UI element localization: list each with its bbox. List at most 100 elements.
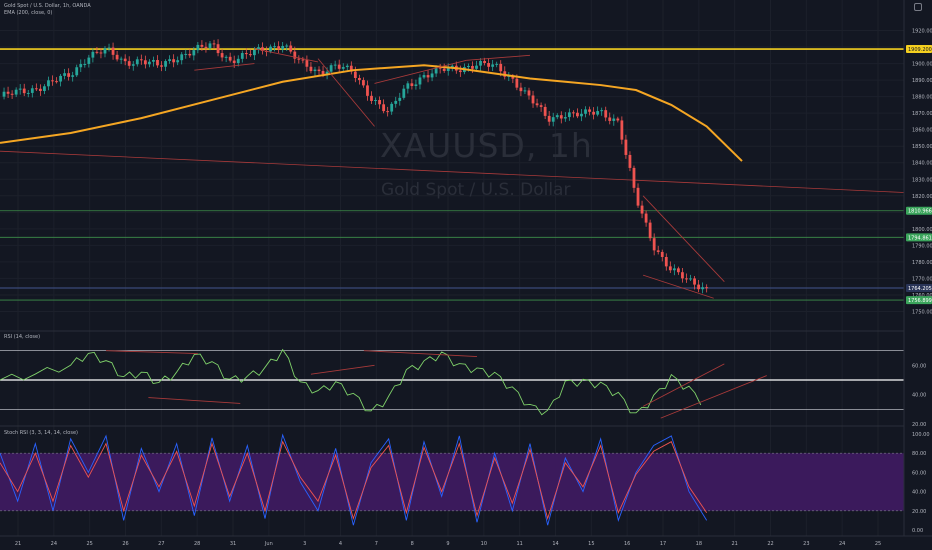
candle-body: [63, 73, 67, 76]
rsi-trendline: [148, 397, 241, 404]
stoch-rsi-pane: [0, 433, 904, 526]
candle-body: [305, 60, 309, 67]
candle-body: [333, 64, 337, 66]
candle-body: [563, 117, 567, 119]
candle-body: [636, 187, 640, 206]
channel-lower: [642, 274, 714, 299]
candle-body: [600, 110, 604, 112]
rsi-tick-label: 60.00: [912, 363, 926, 369]
candle-body: [471, 65, 474, 69]
candle-body: [604, 110, 608, 118]
time-tick-label: 23: [803, 541, 809, 547]
candle-body: [309, 66, 313, 72]
candle-body: [374, 99, 377, 101]
price-tag: [906, 206, 932, 215]
candle-body: [188, 53, 192, 56]
candle-body: [22, 88, 26, 94]
candle-body: [612, 118, 616, 121]
candle-body: [467, 65, 470, 68]
time-tick-label: Jun: [264, 541, 273, 547]
candle-body: [527, 90, 531, 96]
candle-body: [644, 213, 648, 223]
candle-body: [382, 104, 386, 112]
price-tick-label: 1860.00: [912, 128, 932, 134]
watermark-ticker: XAUUSD, 1h: [380, 126, 593, 165]
candle-body: [337, 64, 341, 69]
candle-body: [285, 45, 289, 47]
candle-body: [51, 80, 54, 82]
time-tick-label: 9: [446, 541, 449, 547]
time-tick-label: 14: [552, 541, 558, 547]
price-tick-label: 1830.00: [912, 177, 932, 183]
candle-body: [212, 43, 216, 45]
candle-body: [475, 65, 478, 69]
candle-body: [362, 80, 365, 86]
rsi-trendline: [105, 350, 198, 355]
candle-body: [422, 75, 426, 78]
price-tick-label: 1850.00: [912, 144, 932, 150]
candle-body: [656, 250, 660, 252]
time-axis: 21 24 25 26 27 28 31 Jun 3 4 7 8 9 10 11 14 15 16 17 18 21 22…: [15, 541, 881, 547]
time-tick-label: 24: [51, 541, 57, 547]
candle-body: [406, 83, 410, 89]
candle-body: [668, 266, 672, 271]
time-tick-label: 25: [875, 541, 881, 547]
candle-body: [664, 256, 668, 267]
candle-body: [139, 59, 143, 61]
candle-body: [483, 60, 486, 64]
candle-body: [47, 80, 50, 87]
candle-body: [398, 97, 402, 101]
candle-body: [220, 53, 224, 58]
candle-body: [349, 65, 353, 72]
candle-body: [119, 58, 123, 60]
candle-body: [204, 46, 208, 49]
stoch-rsi-legend[interactable]: Stoch RSI (3, 3, 14, 14, close): [4, 430, 78, 436]
symbol-legend[interactable]: Gold Spot / U.S. Dollar, 1h, OANDA: [4, 3, 91, 9]
candle-body: [628, 154, 632, 168]
candle-body: [410, 83, 414, 86]
candle-body: [6, 91, 10, 94]
candle-body: [567, 112, 571, 118]
candle-body: [123, 58, 127, 62]
candle-body: [426, 75, 430, 78]
time-tick-label: 28: [194, 541, 200, 547]
candle-body: [620, 120, 624, 140]
price-tag: [906, 45, 932, 54]
candle-body: [495, 63, 499, 65]
time-tick-label: 17: [660, 541, 666, 547]
candle-body: [519, 87, 523, 92]
candle-body: [176, 60, 180, 63]
time-tick-label: 10: [481, 541, 487, 547]
candle-body: [18, 88, 22, 90]
candle-body: [261, 47, 264, 51]
time-tick-label: 3: [303, 541, 306, 547]
candle-body: [59, 75, 62, 82]
price-tag: [906, 233, 932, 242]
rsi-legend[interactable]: RSI (14, close): [4, 334, 41, 340]
candle-body: [152, 59, 155, 62]
watermark-name: Gold Spot / U.S. Dollar: [381, 180, 571, 200]
candle-body: [402, 88, 406, 98]
candle-body: [164, 61, 167, 67]
ema-legend[interactable]: EMA (200, close, 0): [4, 10, 53, 16]
rsi-tick-label: 40.00: [912, 393, 926, 399]
time-tick-label: 27: [158, 541, 164, 547]
candle-body: [487, 63, 491, 67]
stoch-tick-label: 60.00: [912, 470, 926, 476]
candle-body: [390, 103, 394, 112]
candle-body: [386, 111, 390, 113]
candle-body: [378, 99, 381, 105]
candle-body: [55, 81, 58, 83]
candle-body: [71, 75, 75, 77]
candle-body: [681, 272, 684, 279]
candle-body: [269, 46, 272, 52]
candle-body: [168, 59, 171, 62]
candle-body: [180, 54, 184, 61]
candle-body: [91, 51, 95, 58]
candle-body: [535, 103, 539, 106]
candle-body: [156, 59, 159, 66]
time-tick-label: 8: [411, 541, 414, 547]
price-tick-label: 1820.00: [912, 194, 932, 200]
settings-icon[interactable]: [914, 3, 922, 11]
